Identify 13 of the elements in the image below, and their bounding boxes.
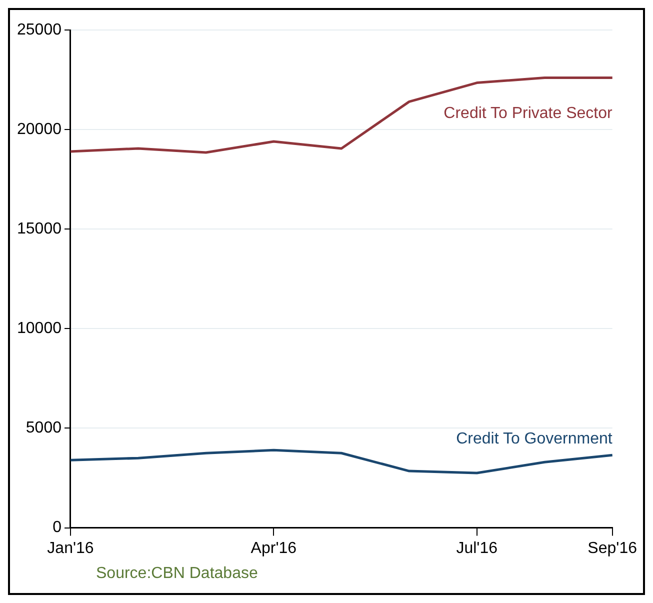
y-tick-label: 0	[52, 519, 62, 536]
source-note: Source:CBN Database	[96, 565, 258, 583]
y-tick-label: 5000	[26, 420, 62, 437]
y-tick-label: 10000	[16, 320, 62, 338]
x-tick-label: Jan'16	[47, 540, 94, 557]
y-tick-label: 20000	[16, 120, 62, 138]
y-tick-label: 25000	[16, 21, 62, 38]
series-label: Credit To Government	[456, 430, 613, 448]
series-label: Credit To Private Sector	[444, 105, 614, 122]
x-tick-label: Sep'16	[588, 540, 638, 557]
y-tick-label: 15000	[16, 220, 62, 238]
x-tick-label: Jul'16	[456, 540, 498, 557]
x-tick-label: Apr'16	[250, 540, 297, 557]
